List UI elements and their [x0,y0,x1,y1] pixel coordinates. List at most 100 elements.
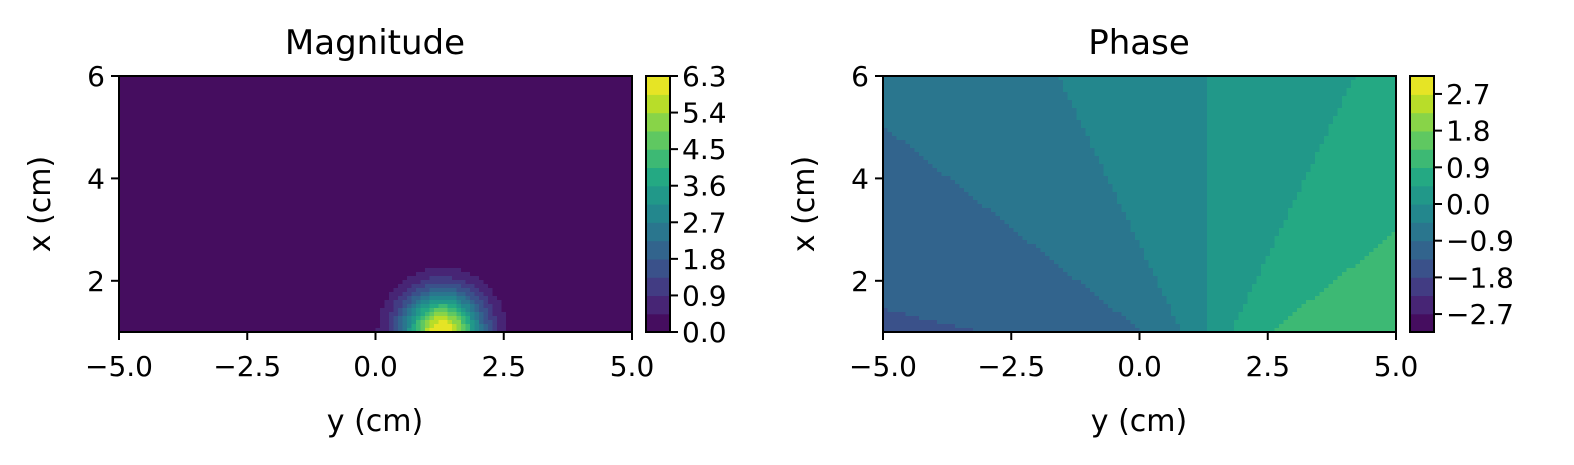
contour-cell [227,160,233,165]
contour-cell [173,136,179,141]
contour-cell [609,136,615,141]
contour-cell [515,220,521,225]
contour-cell [159,156,165,161]
contour-cell [348,248,354,253]
contour-cell [353,148,359,153]
contour-cell [573,212,579,217]
contour-cell [501,124,507,129]
contour-cell [416,104,422,109]
contour-cell [429,132,435,137]
contour-cell [461,156,467,161]
contour-cell [173,172,179,177]
contour-cell [168,208,174,213]
contour-cell [524,176,530,181]
contour-cell [443,112,449,117]
contour-cell [416,100,422,105]
contour-cell [200,128,206,133]
contour-cell [245,216,251,221]
contour-cell [456,96,462,101]
contour-cell [348,148,354,153]
contour-cell [155,80,161,85]
contour-cell [402,244,408,249]
contour-cell [425,196,431,201]
contour-cell [204,152,210,157]
contour-cell [254,164,260,169]
contour-cell [618,200,624,205]
contour-cell [209,160,215,165]
contour-cell [146,208,152,213]
contour-cell [434,224,440,229]
contour-cell [411,184,417,189]
contour-cell [614,104,620,109]
contour-cell [618,144,624,149]
contour-cell [614,136,620,141]
contour-cell [290,108,296,113]
contour-cell [546,216,552,221]
contour-cell [371,228,377,233]
contour-cell [204,176,210,181]
contour-cell [335,124,341,129]
contour-cell [168,248,174,253]
contour-cell [303,184,309,189]
contour-cell [200,188,206,193]
contour-cell [443,132,449,137]
contour-cell [312,248,318,253]
contour-cell [285,168,291,173]
contour-cell [515,184,521,189]
contour-cell [177,148,183,153]
contour-cell [204,212,210,217]
contour-cell [218,96,224,101]
contour-cell [429,236,435,241]
contour-cell [407,204,413,209]
contour-cell [281,216,287,221]
contour-cell [177,96,183,101]
contour-cell [254,124,260,129]
contour-cell [411,212,417,217]
contour-cell [321,236,327,241]
contour-cell [488,152,494,157]
contour-cell [470,204,476,209]
contour-cell [123,236,129,241]
contour-cell [488,244,494,249]
contour-cell [294,116,300,121]
contour-cell [528,144,534,149]
contour-cell [321,176,327,181]
contour-cell [303,120,309,125]
contour-cell [177,184,183,189]
contour-cell [483,92,489,97]
contour-cell [492,96,498,101]
contour-cell [506,220,512,225]
contour-cell [605,152,611,157]
contour-cell [276,124,282,129]
contour-cell [272,228,278,233]
contour-cell [128,212,134,217]
contour-cell [249,112,255,117]
contour-cell [623,172,629,177]
contour-cell [546,128,552,133]
contour-cell [483,188,489,193]
contour-cell [123,84,129,89]
contour-cell [123,232,129,237]
contour-cell [209,96,215,101]
contour-cell [330,92,336,97]
contour-cell [155,132,161,137]
contour-cell [524,208,530,213]
contour-cell [470,108,476,113]
contour-cell [209,76,215,81]
contour-cell [186,80,192,85]
contour-cell [443,136,449,141]
contour-cell [312,144,318,149]
contour-cell [236,176,242,181]
contour-cell [542,136,548,141]
contour-cell [236,228,242,233]
contour-cell [623,228,629,233]
contour-cell [227,84,233,89]
contour-cell [587,164,593,169]
contour-cell [402,212,408,217]
contour-cell [141,100,147,105]
contour-cell [497,136,503,141]
contour-cell [209,172,215,177]
contour-cell [222,228,228,233]
contour-cell [551,240,557,245]
contour-cell [294,152,300,157]
